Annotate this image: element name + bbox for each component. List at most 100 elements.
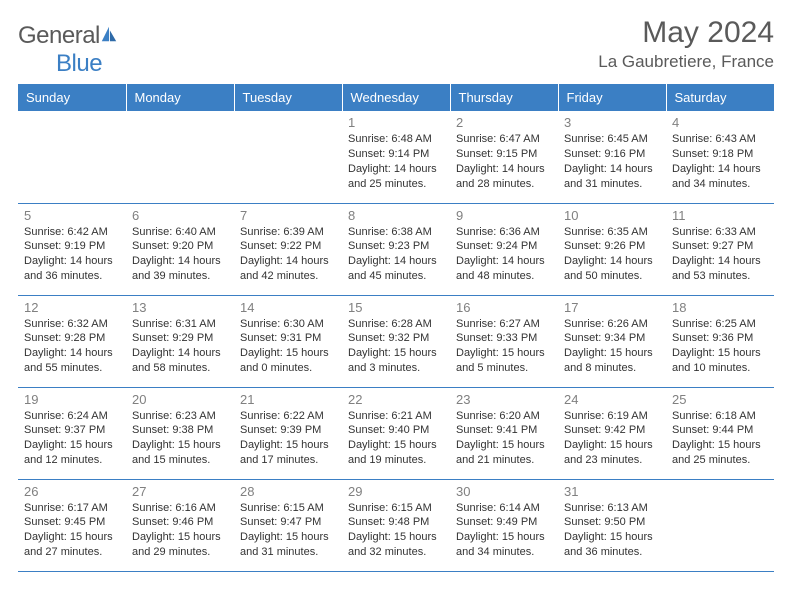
daylight-text: Daylight: 15 hours and 21 minutes. bbox=[456, 438, 552, 468]
calendar-day-cell: 27Sunrise: 6:16 AMSunset: 9:46 PMDayligh… bbox=[126, 479, 234, 571]
sunrise-text: Sunrise: 6:25 AM bbox=[672, 317, 768, 332]
calendar-day-cell: 9Sunrise: 6:36 AMSunset: 9:24 PMDaylight… bbox=[450, 203, 558, 295]
sunrise-text: Sunrise: 6:26 AM bbox=[564, 317, 660, 332]
daylight-text: Daylight: 15 hours and 0 minutes. bbox=[240, 346, 336, 376]
calendar-day-cell bbox=[666, 479, 774, 571]
day-details: Sunrise: 6:21 AMSunset: 9:40 PMDaylight:… bbox=[348, 409, 444, 468]
day-number: 6 bbox=[132, 208, 228, 223]
sunset-text: Sunset: 9:44 PM bbox=[672, 423, 768, 438]
calendar-day-cell: 24Sunrise: 6:19 AMSunset: 9:42 PMDayligh… bbox=[558, 387, 666, 479]
calendar-week-row: 1 Sunrise: 6:48 AMSunset: 9:14 PMDaylight… bbox=[18, 111, 774, 203]
calendar-day-cell: 7Sunrise: 6:39 AMSunset: 9:22 PMDaylight… bbox=[234, 203, 342, 295]
sunrise-text: Sunrise: 6:18 AM bbox=[672, 409, 768, 424]
day-number: 25 bbox=[672, 392, 768, 407]
sunset-text: Sunset: 9:19 PM bbox=[24, 239, 120, 254]
sunset-text: Sunset: 9:50 PM bbox=[564, 515, 660, 530]
day-number: 29 bbox=[348, 484, 444, 499]
day-details: Sunrise: 6:38 AMSunset: 9:23 PMDaylight:… bbox=[348, 225, 444, 284]
sunrise-text: Sunrise: 6:16 AM bbox=[132, 501, 228, 516]
day-number: 19 bbox=[24, 392, 120, 407]
daylight-text: Daylight: 15 hours and 10 minutes. bbox=[672, 346, 768, 376]
day-number: 7 bbox=[240, 208, 336, 223]
calendar-day-cell bbox=[234, 111, 342, 203]
calendar-day-cell: 23Sunrise: 6:20 AMSunset: 9:41 PMDayligh… bbox=[450, 387, 558, 479]
calendar-day-cell: 21Sunrise: 6:22 AMSunset: 9:39 PMDayligh… bbox=[234, 387, 342, 479]
calendar-day-cell: 19 Sunrise: 6:24 AMSunset: 9:37 PMDayligh… bbox=[18, 387, 126, 479]
sunset-text: Sunset: 9:38 PM bbox=[132, 423, 228, 438]
weekday-header: Thursday bbox=[450, 84, 558, 111]
sunrise-text: Sunrise: 6:14 AM bbox=[456, 501, 552, 516]
calendar-week-row: 5Sunrise: 6:42 AMSunset: 9:19 PMDaylight… bbox=[18, 203, 774, 295]
daylight-text: Daylight: 15 hours and 5 minutes. bbox=[456, 346, 552, 376]
sunrise-text: Sunrise: 6:13 AM bbox=[564, 501, 660, 516]
day-details: Sunrise: 6:22 AMSunset: 9:39 PMDaylight:… bbox=[240, 409, 336, 468]
sunset-text: Sunset: 9:18 PM bbox=[672, 147, 768, 162]
daylight-text: Daylight: 14 hours and 55 minutes. bbox=[24, 346, 120, 376]
sunrise-text: Sunrise: 6:31 AM bbox=[132, 317, 228, 332]
daylight-text: Daylight: 14 hours and 25 minutes. bbox=[348, 162, 444, 192]
sunrise-text: Sunrise: 6:33 AM bbox=[672, 225, 768, 240]
sunset-text: Sunset: 9:40 PM bbox=[348, 423, 444, 438]
day-details: Sunrise: 6:24 AMSunset: 9:37 PMDaylight:… bbox=[24, 409, 120, 468]
day-details: Sunrise: 6:17 AMSunset: 9:45 PMDaylight:… bbox=[24, 501, 120, 560]
calendar-day-cell: 29 Sunrise: 6:15 AMSunset: 9:48 PMDayligh… bbox=[342, 479, 450, 571]
daylight-text: Daylight: 15 hours and 17 minutes. bbox=[240, 438, 336, 468]
sunset-text: Sunset: 9:26 PM bbox=[564, 239, 660, 254]
sunrise-text: Sunrise: 6:28 AM bbox=[348, 317, 444, 332]
day-details: Sunrise: 6:35 AMSunset: 9:26 PMDaylight:… bbox=[564, 225, 660, 284]
day-number: 1 bbox=[348, 115, 444, 130]
day-details: Sunrise: 6:32 AMSunset: 9:28 PMDaylight:… bbox=[24, 317, 120, 376]
sunrise-text: Sunrise: 6:39 AM bbox=[240, 225, 336, 240]
sunset-text: Sunset: 9:37 PM bbox=[24, 423, 120, 438]
calendar-week-row: 26Sunrise: 6:17 AMSunset: 9:45 PMDayligh… bbox=[18, 479, 774, 571]
calendar-day-cell: 10Sunrise: 6:35 AMSunset: 9:26 PMDayligh… bbox=[558, 203, 666, 295]
daylight-text: Daylight: 15 hours and 29 minutes. bbox=[132, 530, 228, 560]
day-number: 2 bbox=[456, 115, 552, 130]
logo-sail-icon bbox=[100, 25, 118, 43]
logo: GeneralBlue bbox=[18, 16, 118, 78]
day-details: Sunrise: 6:15 AMSunset: 9:47 PMDaylight:… bbox=[240, 501, 336, 560]
calendar-day-cell: 13Sunrise: 6:31 AMSunset: 9:29 PMDayligh… bbox=[126, 295, 234, 387]
sunset-text: Sunset: 9:36 PM bbox=[672, 331, 768, 346]
sunset-text: Sunset: 9:34 PM bbox=[564, 331, 660, 346]
daylight-text: Daylight: 15 hours and 32 minutes. bbox=[348, 530, 444, 560]
sunset-text: Sunset: 9:45 PM bbox=[24, 515, 120, 530]
day-number: 23 bbox=[456, 392, 552, 407]
weekday-header: Tuesday bbox=[234, 84, 342, 111]
day-number: 14 bbox=[240, 300, 336, 315]
day-details: Sunrise: 6:23 AMSunset: 9:38 PMDaylight:… bbox=[132, 409, 228, 468]
day-number: 15 bbox=[348, 300, 444, 315]
daylight-text: Daylight: 14 hours and 36 minutes. bbox=[24, 254, 120, 284]
sunrise-text: Sunrise: 6:23 AM bbox=[132, 409, 228, 424]
sunset-text: Sunset: 9:16 PM bbox=[564, 147, 660, 162]
day-details: Sunrise: 6:30 AMSunset: 9:31 PMDaylight:… bbox=[240, 317, 336, 376]
sunrise-text: Sunrise: 6:21 AM bbox=[348, 409, 444, 424]
day-details: Sunrise: 6:27 AMSunset: 9:33 PMDaylight:… bbox=[456, 317, 552, 376]
sunset-text: Sunset: 9:49 PM bbox=[456, 515, 552, 530]
calendar-day-cell: 15Sunrise: 6:28 AMSunset: 9:32 PMDayligh… bbox=[342, 295, 450, 387]
daylight-text: Daylight: 14 hours and 28 minutes. bbox=[456, 162, 552, 192]
daylight-text: Daylight: 15 hours and 12 minutes. bbox=[24, 438, 120, 468]
day-details: Sunrise: 6:36 AMSunset: 9:24 PMDaylight:… bbox=[456, 225, 552, 284]
sunrise-text: Sunrise: 6:15 AM bbox=[348, 501, 444, 516]
day-number: 4 bbox=[672, 115, 768, 130]
calendar-day-cell: 14 Sunrise: 6:30 AMSunset: 9:31 PMDayligh… bbox=[234, 295, 342, 387]
daylight-text: Daylight: 15 hours and 34 minutes. bbox=[456, 530, 552, 560]
sunrise-text: Sunrise: 6:17 AM bbox=[24, 501, 120, 516]
calendar-week-row: 19 Sunrise: 6:24 AMSunset: 9:37 PMDayligh… bbox=[18, 387, 774, 479]
sunrise-text: Sunrise: 6:40 AM bbox=[132, 225, 228, 240]
weekday-header: Friday bbox=[558, 84, 666, 111]
day-details: Sunrise: 6:48 AMSunset: 9:14 PMDaylight:… bbox=[348, 132, 444, 191]
day-details: Sunrise: 6:43 AMSunset: 9:18 PMDaylight:… bbox=[672, 132, 768, 191]
sunset-text: Sunset: 9:48 PM bbox=[348, 515, 444, 530]
sunrise-text: Sunrise: 6:47 AM bbox=[456, 132, 552, 147]
sunset-text: Sunset: 9:14 PM bbox=[348, 147, 444, 162]
calendar-day-cell: 8 Sunrise: 6:38 AMSunset: 9:23 PMDaylight… bbox=[342, 203, 450, 295]
sunrise-text: Sunrise: 6:20 AM bbox=[456, 409, 552, 424]
calendar-day-cell: 18Sunrise: 6:25 AMSunset: 9:36 PMDayligh… bbox=[666, 295, 774, 387]
day-number: 8 bbox=[348, 208, 444, 223]
calendar-day-cell: 2Sunrise: 6:47 AMSunset: 9:15 PMDaylight… bbox=[450, 111, 558, 203]
calendar-day-cell: 28 Sunrise: 6:15 AMSunset: 9:47 PMDayligh… bbox=[234, 479, 342, 571]
day-number: 28 bbox=[240, 484, 336, 499]
calendar-day-cell: 3Sunrise: 6:45 AMSunset: 9:16 PMDaylight… bbox=[558, 111, 666, 203]
